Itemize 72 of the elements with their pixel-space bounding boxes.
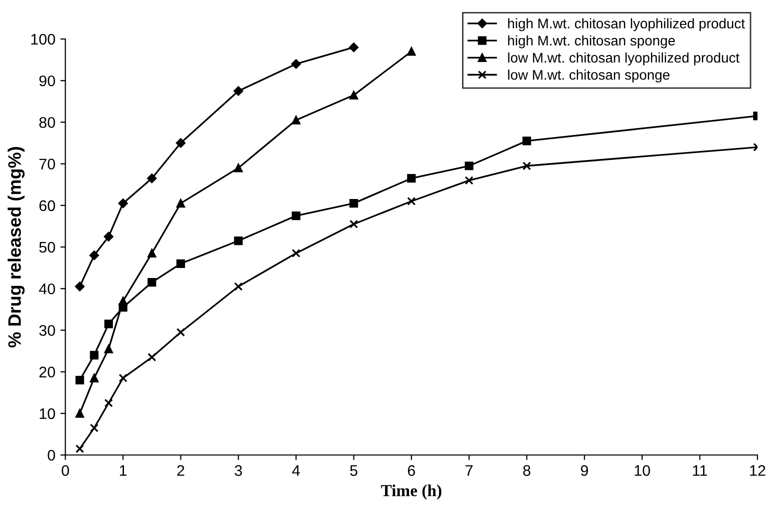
point [75, 282, 85, 292]
point [522, 136, 532, 146]
y-tick-label: 80 [39, 117, 56, 128]
point [522, 162, 532, 170]
y-axis-title: % Drug released (mg%) [8, 147, 25, 348]
point [234, 282, 243, 291]
x-tick-label: 11 [693, 465, 707, 476]
point [118, 374, 128, 382]
point [176, 259, 186, 268]
point [75, 409, 84, 418]
x-tick-label: 10 [634, 465, 650, 476]
point [104, 320, 113, 328]
legend-label: high M.wt. chitosan sponge [508, 35, 675, 48]
point [292, 116, 300, 124]
point [407, 47, 416, 56]
point [291, 59, 301, 69]
x-tick-label: 2 [177, 465, 184, 476]
point [349, 220, 358, 228]
point [292, 248, 300, 258]
point [147, 174, 157, 184]
y-tick-label: 70 [39, 158, 56, 170]
point [90, 374, 99, 382]
x-tick-label: 12 [750, 465, 766, 476]
point [176, 199, 186, 208]
point [234, 86, 244, 96]
x-tick-label: 3 [234, 465, 242, 476]
point [89, 250, 99, 260]
y-tick-label: 40 [39, 283, 56, 294]
x-tick-label: 5 [350, 465, 358, 476]
point [104, 232, 114, 242]
point [464, 162, 474, 170]
y-tick-label: 100 [31, 34, 56, 45]
point [75, 444, 84, 454]
y-tick-label: 20 [39, 366, 56, 378]
point [75, 376, 84, 384]
point [148, 278, 156, 287]
x-tick-label: 0 [62, 465, 70, 476]
point [348, 42, 359, 52]
x-tick-label: 9 [580, 465, 588, 476]
point [176, 138, 186, 148]
y-tick-label: 0 [48, 450, 56, 461]
point [90, 350, 99, 360]
legend-label: high M.wt. chitosan lyophilized product [508, 18, 745, 32]
point [104, 398, 113, 408]
y-tick-label: 60 [39, 200, 56, 212]
y-tick-label: 30 [39, 325, 56, 336]
point [90, 424, 99, 432]
x-tick-label: 8 [523, 465, 530, 476]
x-axis-title: Time (h) [381, 484, 442, 500]
legend-label: low M.wt. chitosan lyophilized product [508, 52, 740, 66]
x-tick-label: 6 [408, 465, 415, 476]
point [292, 211, 300, 220]
legend-label: low M.wt. chitosan sponge [508, 70, 670, 83]
x-tick-label: 1 [120, 465, 127, 476]
point [407, 174, 416, 183]
y-tick-label: 50 [39, 242, 56, 253]
point [148, 248, 156, 258]
point [234, 164, 243, 172]
point [234, 236, 243, 246]
point [118, 296, 128, 306]
point [464, 176, 474, 185]
point [118, 198, 128, 208]
y-tick-label: 10 [40, 408, 56, 420]
point [104, 344, 113, 354]
point [407, 196, 416, 206]
point [349, 199, 358, 208]
point [349, 90, 358, 100]
x-tick-label: 4 [292, 465, 300, 476]
x-tick-label: 7 [466, 465, 473, 476]
point [176, 328, 186, 337]
y-tick-label: 90 [39, 75, 56, 86]
point [148, 352, 156, 362]
